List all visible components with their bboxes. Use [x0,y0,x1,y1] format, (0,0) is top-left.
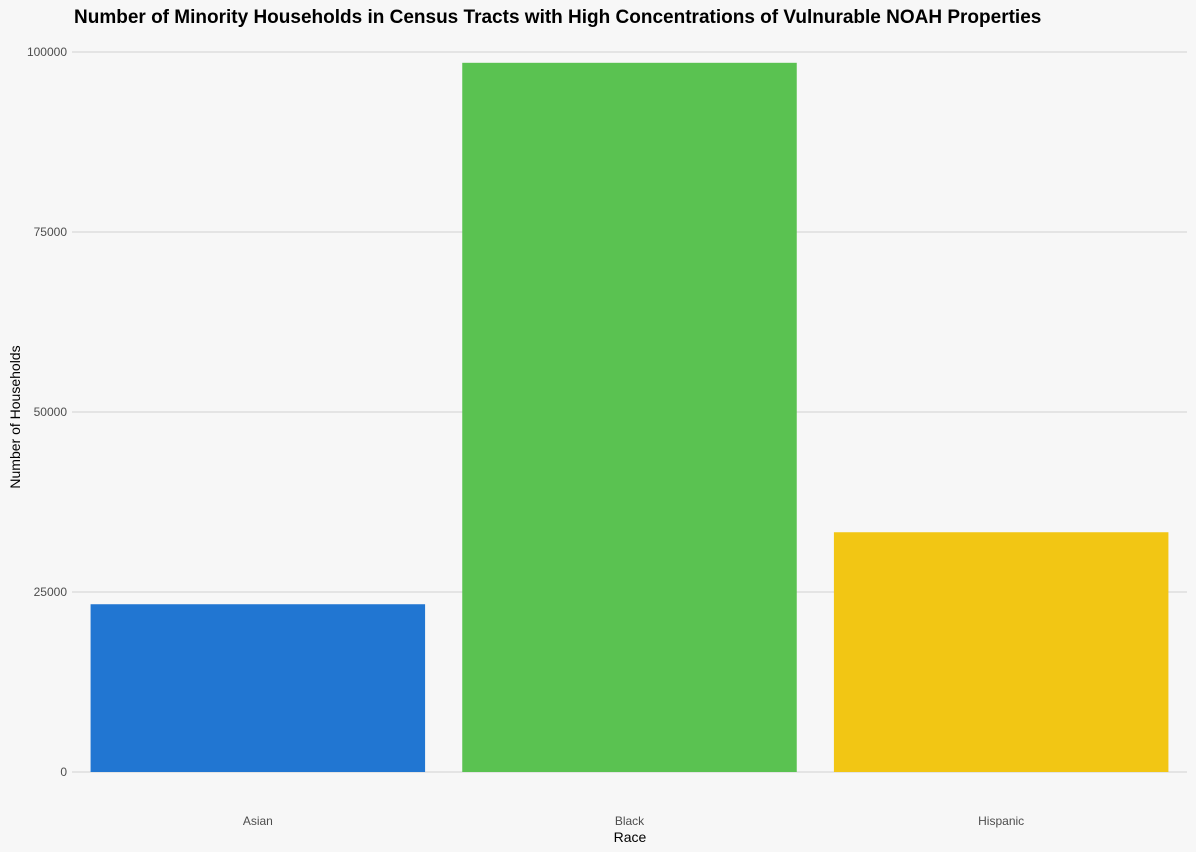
y-tick-label: 25000 [34,585,68,599]
y-axis-ticks: 0 25000 50000 75000 100000 [27,45,67,779]
chart-title: Number of Minority Households in Census … [74,7,1042,28]
y-axis-title: Number of Households [7,345,23,488]
x-axis-title: Race [614,829,647,845]
bars [90,62,1169,773]
bar-black [462,62,797,773]
bar-hispanic [833,532,1169,772]
x-tick-label: Black [615,814,645,828]
y-tick-label: 100000 [27,45,67,59]
y-tick-label: 50000 [34,405,68,419]
x-tick-label: Hispanic [978,814,1024,828]
x-tick-label: Asian [243,814,273,828]
y-tick-label: 75000 [34,225,68,239]
x-axis-ticks: Asian Black Hispanic [243,814,1024,828]
y-tick-label: 0 [60,765,67,779]
bar-asian [90,604,426,772]
